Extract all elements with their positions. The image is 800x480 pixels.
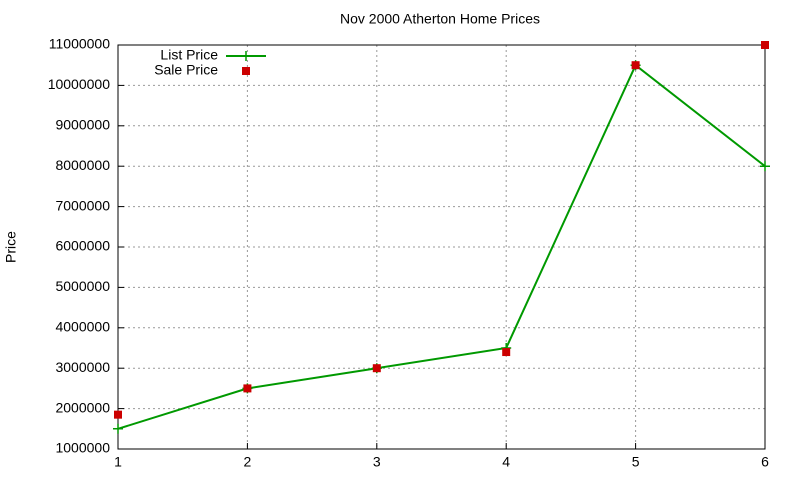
y-tick-label: 6000000 (55, 238, 110, 254)
point (372, 364, 381, 373)
y-tick-label: 3000000 (55, 359, 110, 375)
y-tick-label: 2000000 (55, 399, 110, 415)
y-tick-label: 4000000 (55, 319, 110, 335)
point (502, 348, 511, 357)
point (243, 384, 252, 393)
y-axis-label: Price (3, 231, 19, 263)
point (760, 161, 770, 172)
plot-frame (117, 44, 766, 450)
x-tick-label: 5 (632, 454, 640, 470)
y-tick-label: 7000000 (55, 197, 110, 213)
point (114, 410, 122, 419)
point (113, 423, 123, 434)
y-tick-label: 8000000 (55, 157, 110, 173)
y-tick-label: 5000000 (55, 278, 110, 294)
x-tick-label: 4 (502, 454, 510, 470)
point (631, 61, 640, 70)
x-tick-label: 2 (244, 454, 252, 470)
legend-marker (242, 67, 250, 75)
chart-title: Nov 2000 Atherton Home Prices (340, 11, 540, 27)
legend-label: Sale Price (154, 62, 218, 78)
y-tick-label: 11000000 (49, 36, 110, 52)
y-tick-label: 1000000 (55, 440, 110, 456)
legend-marker (241, 51, 251, 61)
x-tick-label: 6 (761, 454, 769, 470)
y-tick-label: 9000000 (55, 117, 110, 133)
series-line (117, 63, 766, 430)
x-tick-label: 3 (373, 454, 381, 470)
legend-label: List Price (160, 47, 218, 63)
point (761, 41, 769, 49)
y-tick-label: 10000000 (48, 76, 111, 92)
x-tick-label: 1 (114, 454, 122, 470)
